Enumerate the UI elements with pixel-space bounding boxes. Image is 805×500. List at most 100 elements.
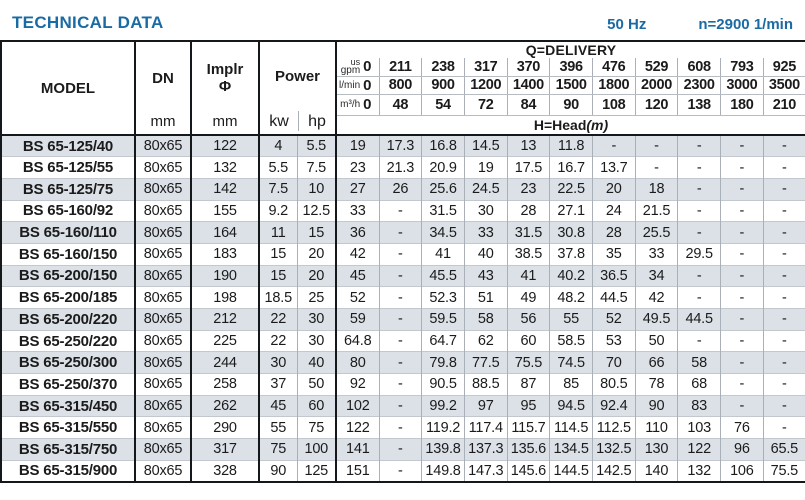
head-value-cell: 41 <box>507 264 551 287</box>
head-value-cell: - <box>677 135 722 157</box>
head-value-cell: 28 <box>592 221 636 244</box>
kw-cell: 5.5 <box>259 156 298 179</box>
table-body: BS 65-125/40 80x65 122 4 5.5 19 17.3 16.8 14.5 13… <box>1 135 805 482</box>
head-value-cell: 75.5 <box>507 351 551 374</box>
model-cell: BS 65-160/150 <box>1 242 136 266</box>
impeller-cell: 132 <box>191 156 260 179</box>
head-value-cell: 117.4 <box>464 416 508 439</box>
hp-unit-label: hp <box>308 113 326 130</box>
delivery-unit-cell: m³/h 0 <box>336 94 380 116</box>
head-value-cell: 94.5 <box>549 394 593 417</box>
head-value-cell: 50 <box>635 329 679 352</box>
kw-cell: 22 <box>259 329 298 352</box>
hp-cell: 5.5 <box>297 135 338 157</box>
impeller-cell: 183 <box>191 242 260 266</box>
impeller-cell: 244 <box>191 351 260 374</box>
head-value-cell: 74.5 <box>549 351 593 374</box>
hp-cell: 25 <box>297 286 338 309</box>
model-cell: BS 65-315/550 <box>1 416 136 439</box>
hp-cell: 30 <box>297 308 338 331</box>
head-value-cell: - <box>720 177 764 201</box>
table-row: BS 65-160/92 80x65 155 9.2 12.5 33-31.5 30 28 27… <box>1 199 805 222</box>
head-value-cell: 21.5 <box>635 199 679 222</box>
head-value-cell: 21.3 <box>379 156 423 179</box>
head-value-cell: 18 <box>635 177 679 201</box>
head-value-cell: - <box>763 242 805 266</box>
head-value-cell: 62 <box>464 329 508 352</box>
head-value-cell: - <box>635 156 679 179</box>
hp-cell: 75 <box>297 416 338 439</box>
head-value-cell: 14.5 <box>464 135 508 157</box>
model-cell: BS 65-160/110 <box>1 221 136 244</box>
head-value-cell: 11.8 <box>549 135 593 157</box>
head-value-cell: - <box>379 438 423 461</box>
head-value-cell: - <box>720 199 764 222</box>
model-cell: BS 65-200/185 <box>1 286 136 309</box>
head-value-cell: 48.2 <box>549 286 593 309</box>
head-value-cell: 37.8 <box>549 242 593 266</box>
dn-cell: 80x65 <box>135 351 192 374</box>
delivery-value: 1200 <box>464 76 508 95</box>
table-row: BS 65-315/900 80x65 328 90 125 151-149.8 147.3… <box>1 459 805 482</box>
head-value-cell: - <box>720 135 764 157</box>
head-value-cell: 65.5 <box>763 438 805 461</box>
hp-cell: 20 <box>297 242 338 266</box>
head-value-cell: 24 <box>592 199 636 222</box>
hp-cell: 100 <box>297 438 338 461</box>
head-value-cell: - <box>635 135 679 157</box>
head-value-cell: 58.5 <box>549 329 593 352</box>
head-value-cell: 87 <box>507 373 551 396</box>
power-column-header: Power kw hp <box>259 41 338 135</box>
hp-cell: 10 <box>297 177 338 201</box>
head-value-cell: 149.8 <box>421 459 465 482</box>
dn-cell: 80x65 <box>135 199 192 222</box>
kw-cell: 11 <box>259 221 298 244</box>
head-value-cell: 137.3 <box>464 438 508 461</box>
head-value-cell: 80.5 <box>592 373 636 396</box>
delivery-row-lmin: l/min 0 800 900 1200 1400 1500 1800 2000 2300 3000… <box>1 76 805 95</box>
head-value-cell: 151 <box>336 459 380 482</box>
head-value-cell: 77.5 <box>464 351 508 374</box>
delivery-value: 120 <box>635 94 679 116</box>
model-cell: BS 65-250/370 <box>1 373 136 396</box>
kw-cell: 75 <box>259 438 298 461</box>
impeller-unit-label: mm <box>212 113 238 130</box>
delivery-unit-cell: us gpm 0 <box>336 58 380 77</box>
head-value-cell: - <box>379 264 423 287</box>
head-value-cell: 40 <box>464 242 508 266</box>
head-value-cell: 66 <box>635 351 679 374</box>
head-value-cell: 44.5 <box>592 286 636 309</box>
model-cell: BS 65-200/220 <box>1 308 136 331</box>
impeller-label: Implr <box>206 61 244 78</box>
head-value-cell: 64.7 <box>421 329 465 352</box>
head-value-cell: 147.3 <box>464 459 508 482</box>
head-value-cell: 90.5 <box>421 373 465 396</box>
delivery-value: 900 <box>421 76 465 95</box>
head-value-cell: 90 <box>635 394 679 417</box>
head-value-cell: 19 <box>336 135 380 157</box>
head-value-cell: 16.8 <box>421 135 465 157</box>
hp-cell: 40 <box>297 351 338 374</box>
impeller-cell: 164 <box>191 221 260 244</box>
head-value-cell: 99.2 <box>421 394 465 417</box>
head-value-cell: 52.3 <box>421 286 465 309</box>
delivery-value: 1800 <box>592 76 636 95</box>
head-value-cell: - <box>379 199 423 222</box>
table-row: BS 65-315/550 80x65 290 55 75 122-119.2 117.4 1… <box>1 416 805 439</box>
head-value-cell: 33 <box>635 242 679 266</box>
delivery-value: 238 <box>421 58 465 77</box>
dn-cell: 80x65 <box>135 394 192 417</box>
head-value-cell: 132 <box>677 459 722 482</box>
delivery-unit-label: us gpm <box>340 58 361 76</box>
head-value-cell: 43 <box>464 264 508 287</box>
dn-cell: 80x65 <box>135 438 192 461</box>
dn-label: DN <box>152 69 174 87</box>
head-value-cell: 110 <box>635 416 679 439</box>
head-value-cell: 96 <box>720 438 764 461</box>
model-cell: BS 65-125/40 <box>1 135 136 157</box>
impeller-diameter-symbol: Φ <box>218 78 232 95</box>
head-value-cell: 20.9 <box>421 156 465 179</box>
delivery-value: 529 <box>635 58 679 77</box>
delivery-value: 1400 <box>507 76 551 95</box>
model-cell: BS 65-315/450 <box>1 394 136 417</box>
